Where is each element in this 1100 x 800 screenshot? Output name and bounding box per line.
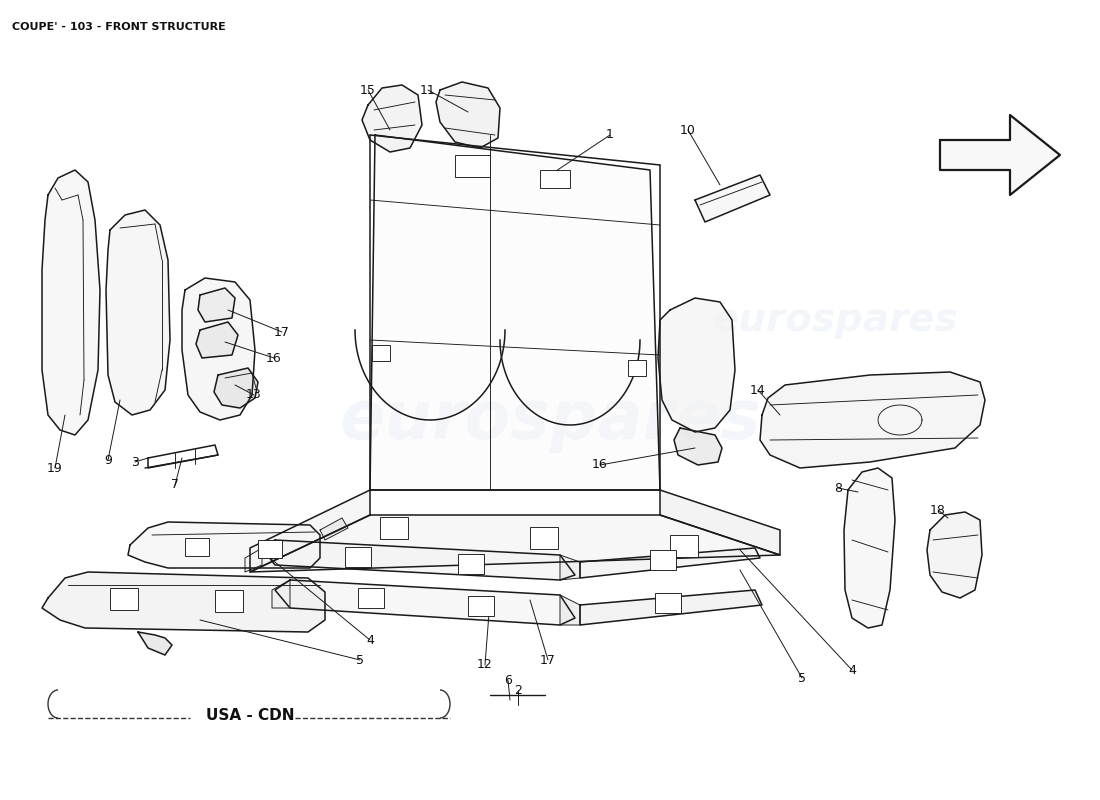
Text: 4: 4	[366, 634, 374, 646]
Bar	[530, 527, 558, 549]
Polygon shape	[674, 428, 722, 465]
Polygon shape	[42, 572, 324, 632]
Polygon shape	[245, 548, 262, 572]
Text: 16: 16	[592, 458, 608, 471]
Polygon shape	[560, 555, 580, 580]
Bar	[358, 588, 384, 608]
Bar	[110, 588, 138, 610]
Polygon shape	[362, 85, 422, 152]
Polygon shape	[760, 372, 984, 468]
Polygon shape	[370, 135, 660, 490]
Text: 12: 12	[477, 658, 493, 671]
Polygon shape	[660, 490, 780, 555]
Polygon shape	[250, 490, 370, 572]
Text: 5: 5	[356, 654, 364, 666]
Polygon shape	[436, 82, 500, 148]
Polygon shape	[695, 175, 770, 222]
Text: 2: 2	[514, 683, 521, 697]
Polygon shape	[182, 278, 255, 420]
Polygon shape	[844, 468, 895, 628]
Text: 1: 1	[606, 129, 614, 142]
Text: eurospares: eurospares	[339, 387, 761, 453]
Polygon shape	[196, 322, 238, 358]
Text: 17: 17	[274, 326, 290, 338]
Polygon shape	[138, 632, 172, 655]
Text: 3: 3	[131, 455, 139, 469]
Polygon shape	[128, 522, 320, 568]
Polygon shape	[106, 210, 170, 415]
Text: 16: 16	[266, 351, 282, 365]
Bar	[650, 550, 676, 570]
Polygon shape	[250, 515, 780, 572]
Polygon shape	[560, 595, 580, 625]
Text: COUPE' - 103 - FRONT STRUCTURE: COUPE' - 103 - FRONT STRUCTURE	[12, 22, 225, 32]
Text: 7: 7	[170, 478, 179, 491]
Text: USA - CDN: USA - CDN	[206, 709, 295, 723]
Bar	[468, 596, 494, 616]
Polygon shape	[262, 540, 575, 580]
Text: 13: 13	[246, 389, 262, 402]
Polygon shape	[658, 298, 735, 432]
Polygon shape	[42, 170, 100, 435]
Text: 10: 10	[680, 123, 696, 137]
Text: eurospares: eurospares	[712, 301, 958, 339]
Text: 8: 8	[834, 482, 842, 494]
Bar	[628, 360, 646, 376]
Bar	[214, 590, 243, 612]
Polygon shape	[580, 590, 762, 625]
Text: 18: 18	[931, 503, 946, 517]
Bar	[345, 547, 371, 567]
Polygon shape	[580, 548, 760, 578]
Bar	[540, 170, 570, 188]
Bar	[258, 540, 282, 558]
Polygon shape	[320, 518, 348, 540]
Bar	[670, 535, 698, 557]
Text: 19: 19	[47, 462, 63, 474]
Polygon shape	[272, 580, 290, 608]
Polygon shape	[198, 288, 235, 322]
Text: 9: 9	[104, 454, 112, 466]
Bar	[654, 593, 681, 613]
Bar	[458, 554, 484, 574]
Polygon shape	[275, 580, 575, 625]
Text: 6: 6	[504, 674, 512, 686]
Text: 17: 17	[540, 654, 556, 666]
Text: 14: 14	[750, 383, 766, 397]
Bar	[455, 155, 490, 177]
Bar	[185, 538, 209, 556]
Text: 15: 15	[360, 83, 376, 97]
Bar	[372, 345, 390, 361]
Polygon shape	[940, 115, 1060, 195]
Text: 11: 11	[420, 83, 436, 97]
Text: 5: 5	[798, 671, 806, 685]
Polygon shape	[927, 512, 982, 598]
Bar	[379, 517, 408, 539]
Text: 4: 4	[848, 663, 856, 677]
Polygon shape	[214, 368, 258, 408]
